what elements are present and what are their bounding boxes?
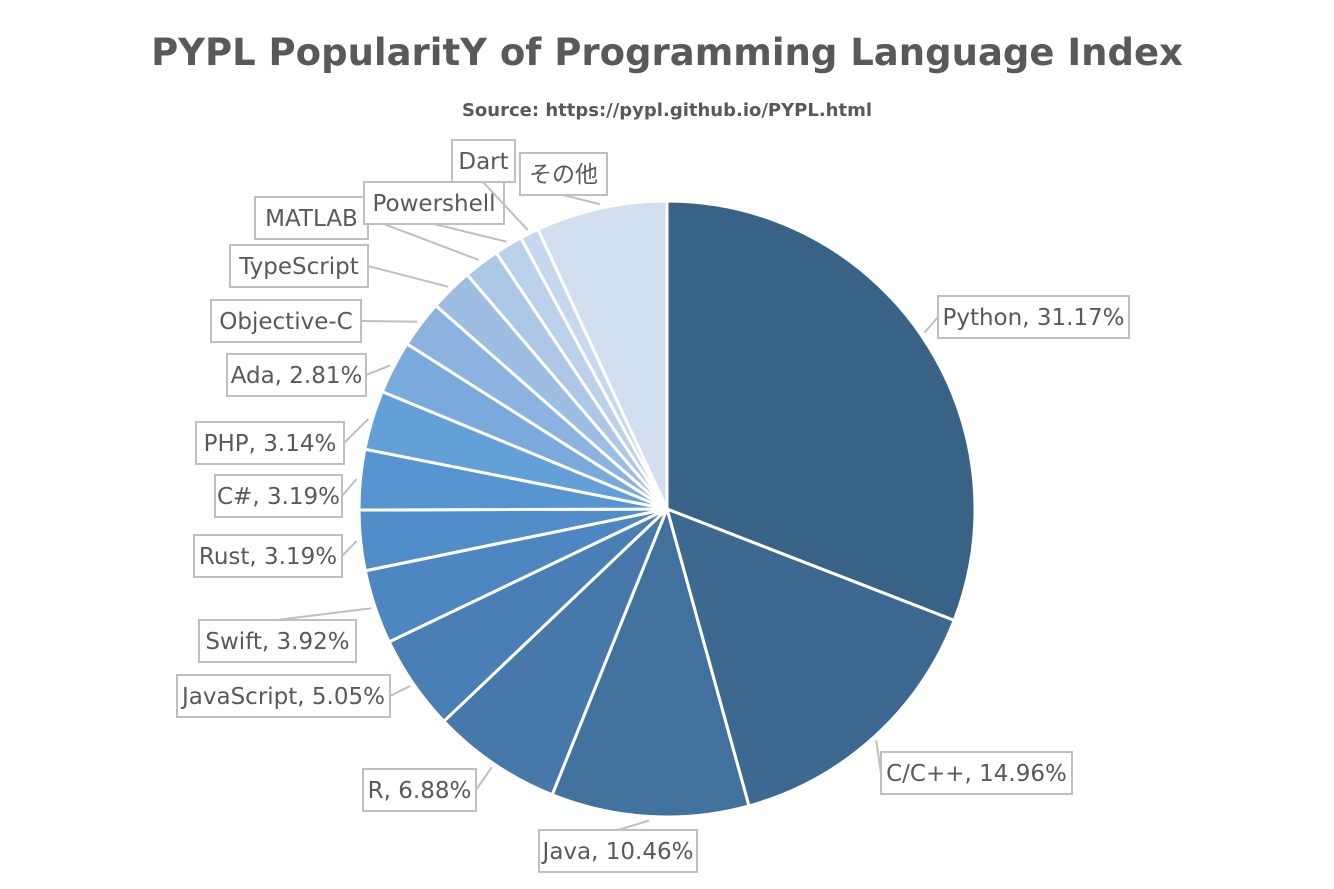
data-label-box: [198, 619, 357, 663]
data-label: R, 6.88%: [368, 778, 472, 804]
data-labels: Python, 31.17% C/C++, 14.96% Java, 10.46% R…: [176, 139, 1130, 873]
data-label: Rust, 3.19%: [199, 544, 337, 570]
data-label-box: [519, 152, 608, 196]
data-label: C#, 3.19%: [217, 484, 340, 510]
data-label: Objective-C: [219, 309, 352, 335]
data-label: JavaScript, 5.05%: [180, 684, 385, 710]
leader-line: [367, 265, 449, 288]
data-label-box: [226, 353, 367, 397]
chart-subtitle: Source: https://pypl.github.io/PYPL.html: [462, 100, 872, 121]
leader-line: [389, 685, 411, 697]
pie-slice-java: [550, 504, 751, 819]
chart-title: PYPL PopularitY of Programming Language …: [151, 31, 1183, 74]
data-label: C/C++, 14.96%: [886, 761, 1067, 787]
data-label: Java, 10.46%: [541, 839, 694, 865]
data-label-box: [880, 751, 1073, 795]
pie-slice-: [536, 199, 669, 510]
data-label: Powershell: [372, 191, 495, 217]
leader-line: [482, 181, 529, 231]
data-label-box: [254, 196, 369, 240]
data-label: PHP, 3.14%: [204, 431, 337, 457]
data-label: Swift, 3.92%: [205, 629, 349, 655]
pie-slice-python: [665, 199, 977, 623]
leader-line: [475, 766, 493, 791]
pie-slice-c-c: [664, 506, 957, 808]
data-label-box: [176, 674, 391, 718]
data-label-box: [362, 768, 477, 812]
pie-slices: [357, 199, 977, 819]
data-label: Python, 31.17%: [942, 305, 1124, 331]
leader-line: [617, 819, 650, 831]
leader-line: [341, 540, 358, 557]
leader-line: [341, 478, 358, 497]
data-label: TypeScript: [238, 254, 359, 280]
data-label-box: [193, 534, 343, 578]
data-label-box: [538, 829, 698, 873]
leader-line: [343, 418, 370, 444]
pie-slice-r: [441, 507, 669, 797]
data-label: Dart: [458, 149, 508, 175]
leader-line: [365, 364, 391, 376]
data-label-box: [451, 139, 516, 183]
data-label-box: [210, 299, 362, 343]
leader-line: [562, 194, 601, 206]
leader-line: [360, 320, 418, 323]
data-label-box: [214, 474, 343, 518]
data-label-box: [937, 295, 1130, 339]
data-label: その他: [529, 162, 598, 188]
data-label-box: [195, 421, 345, 465]
leader-line: [923, 316, 939, 334]
leader-line: [276, 607, 372, 621]
data-label-box: [229, 244, 369, 288]
data-label: MATLAB: [265, 206, 358, 232]
data-label-box: [363, 181, 505, 225]
leader-line: [433, 223, 507, 243]
data-label: Ada, 2.81%: [231, 363, 363, 389]
